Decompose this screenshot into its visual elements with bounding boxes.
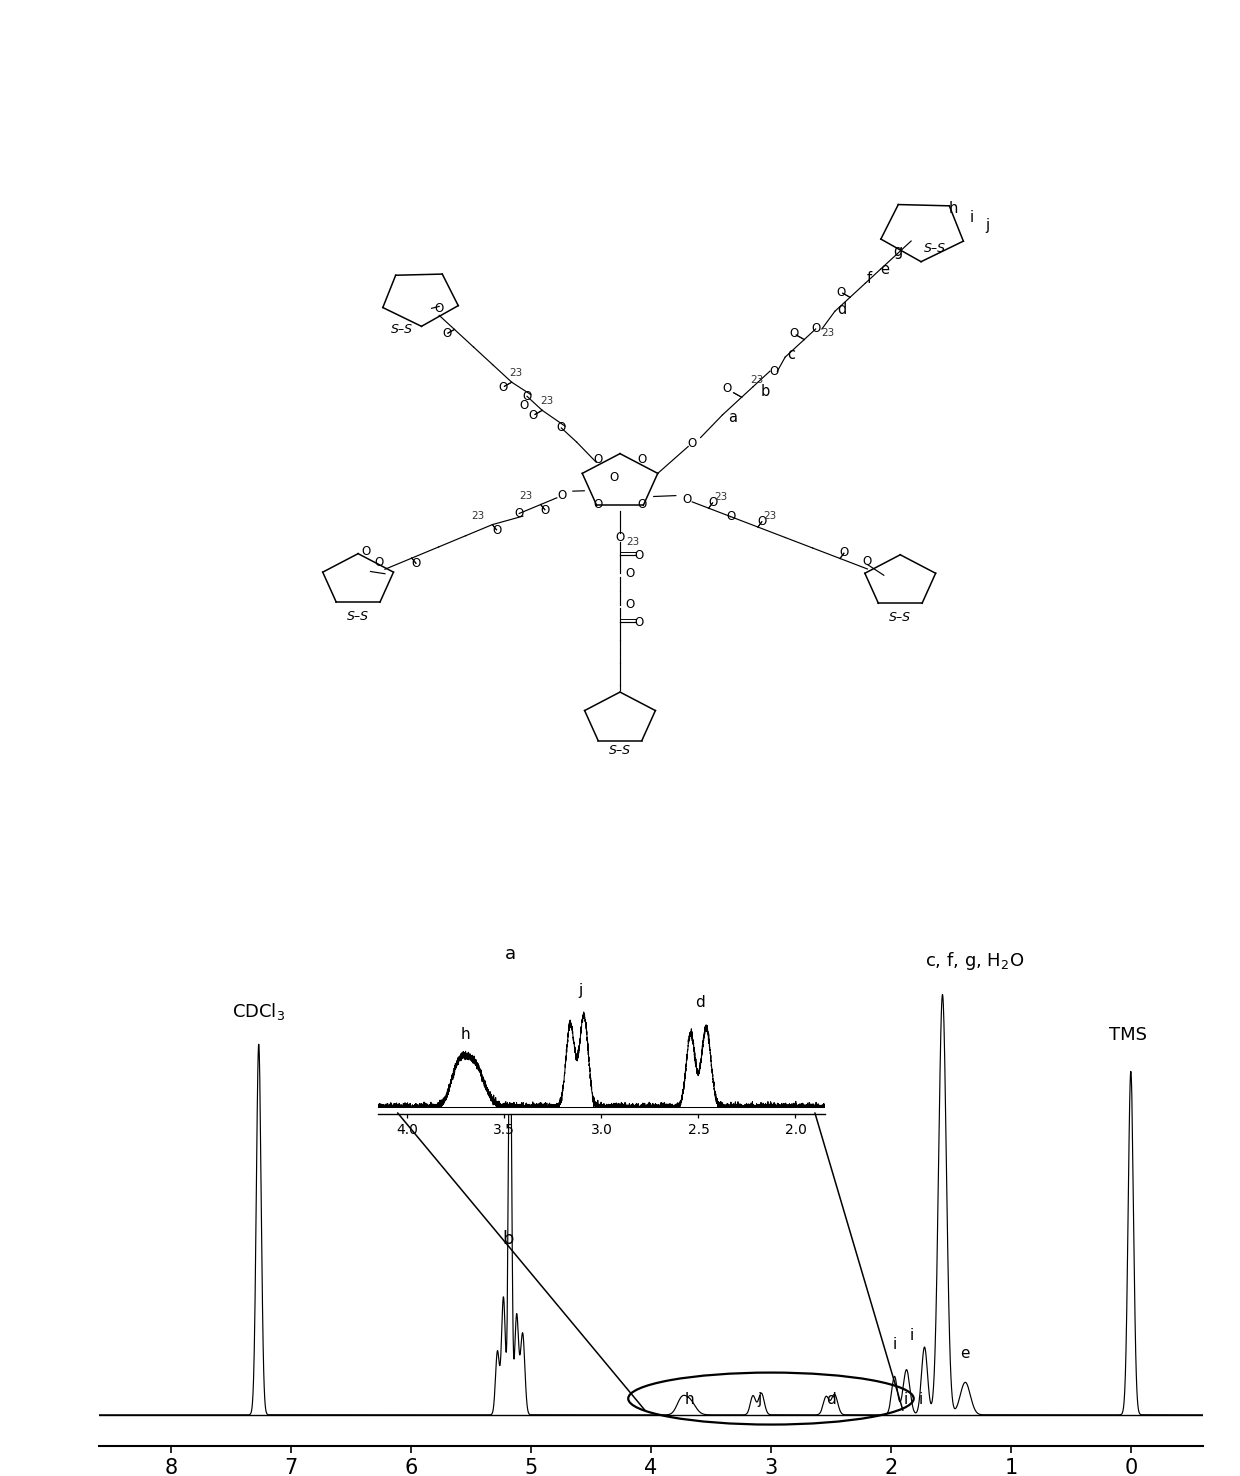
- Text: O: O: [593, 453, 603, 466]
- Text: S–S: S–S: [347, 610, 370, 623]
- Text: O: O: [790, 328, 799, 341]
- Text: O: O: [811, 322, 821, 335]
- Text: e: e: [880, 261, 889, 276]
- Text: O: O: [723, 382, 732, 396]
- Text: j: j: [578, 983, 582, 998]
- Text: e: e: [961, 1346, 970, 1361]
- Text: 23: 23: [626, 537, 639, 548]
- Text: O: O: [492, 524, 502, 537]
- Text: 23: 23: [750, 375, 764, 385]
- Text: S–S: S–S: [924, 242, 946, 255]
- Text: i: i: [970, 210, 975, 224]
- Text: i: i: [903, 1392, 908, 1407]
- Text: O: O: [625, 567, 635, 580]
- Text: TMS: TMS: [1110, 1026, 1147, 1044]
- Text: g: g: [894, 244, 903, 258]
- Text: b: b: [502, 1230, 513, 1247]
- Text: O: O: [609, 471, 619, 484]
- Text: O: O: [374, 555, 383, 568]
- Text: O: O: [593, 497, 603, 511]
- Text: 23: 23: [520, 490, 532, 500]
- Text: S–S: S–S: [391, 323, 413, 335]
- Text: i: i: [919, 1392, 923, 1407]
- Text: c, f, g, H$_2$O: c, f, g, H$_2$O: [925, 951, 1024, 971]
- Text: O: O: [362, 545, 371, 558]
- Text: O: O: [837, 286, 846, 298]
- Text: O: O: [634, 549, 644, 562]
- Text: 23: 23: [471, 511, 484, 521]
- Text: O: O: [615, 531, 625, 545]
- Text: d: d: [696, 995, 706, 1010]
- Text: O: O: [541, 503, 549, 517]
- Text: f: f: [867, 272, 872, 286]
- Text: O: O: [634, 615, 644, 629]
- Text: O: O: [839, 546, 849, 559]
- Text: O: O: [687, 437, 697, 450]
- Text: 23: 23: [539, 396, 553, 406]
- Text: h: h: [949, 201, 959, 215]
- Text: O: O: [522, 390, 532, 403]
- Text: 23: 23: [714, 493, 728, 502]
- Text: a: a: [728, 410, 737, 425]
- Text: O: O: [769, 365, 779, 378]
- Text: d: d: [837, 303, 847, 317]
- Text: O: O: [528, 409, 538, 422]
- Text: O: O: [557, 422, 565, 434]
- Text: S–S: S–S: [889, 611, 911, 624]
- Text: O: O: [863, 555, 872, 568]
- Text: O: O: [520, 400, 528, 412]
- Text: S–S: S–S: [609, 744, 631, 757]
- Text: i: i: [893, 1337, 897, 1352]
- Text: O: O: [758, 515, 766, 527]
- Text: i: i: [909, 1327, 914, 1343]
- Text: O: O: [412, 558, 422, 570]
- Text: O: O: [498, 381, 507, 394]
- Text: O: O: [434, 301, 444, 314]
- Text: CDCl$_3$: CDCl$_3$: [232, 1001, 285, 1021]
- Text: O: O: [515, 506, 523, 520]
- Text: b: b: [761, 384, 770, 399]
- Text: h: h: [684, 1392, 694, 1407]
- Text: O: O: [708, 496, 718, 509]
- Text: 23: 23: [821, 329, 835, 338]
- Text: d: d: [826, 1392, 836, 1407]
- Text: a: a: [505, 945, 516, 962]
- Text: O: O: [637, 453, 647, 466]
- Text: 23: 23: [510, 368, 523, 378]
- Text: 23: 23: [764, 511, 777, 521]
- Text: O: O: [558, 489, 567, 502]
- Text: j: j: [985, 218, 990, 233]
- Text: O: O: [625, 598, 635, 611]
- Text: c: c: [787, 347, 795, 362]
- Text: O: O: [443, 328, 451, 339]
- Text: O: O: [637, 497, 647, 511]
- Text: h: h: [461, 1027, 470, 1042]
- Text: O: O: [682, 493, 692, 506]
- Text: j: j: [756, 1392, 761, 1407]
- Text: O: O: [725, 511, 735, 523]
